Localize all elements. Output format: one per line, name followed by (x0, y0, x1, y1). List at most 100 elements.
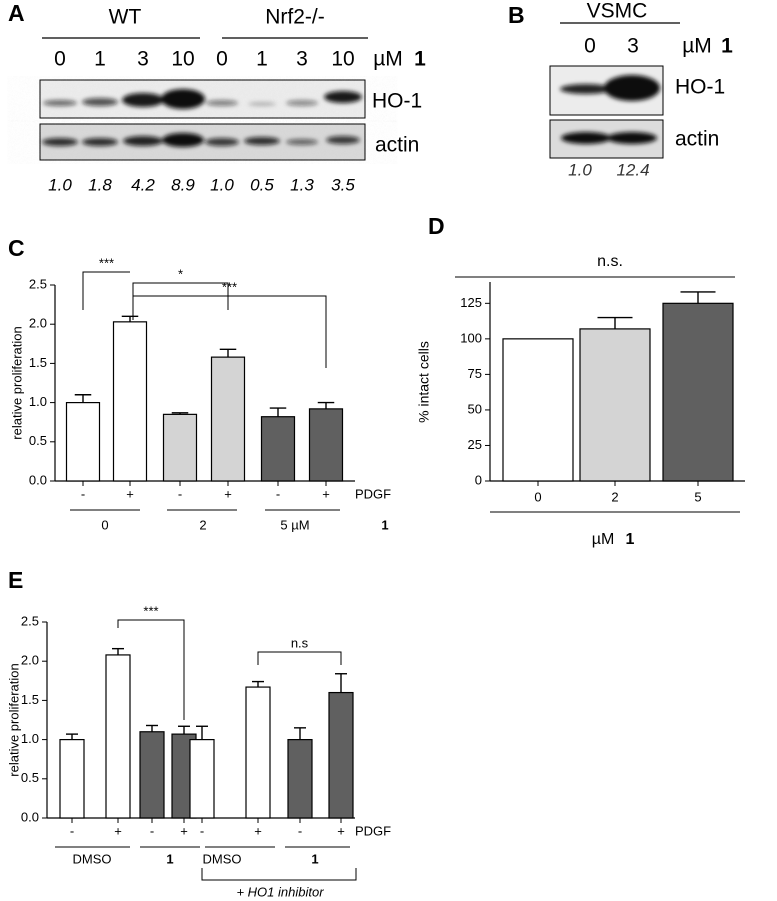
bar (287, 738, 313, 819)
y-tick-label: 100 (460, 330, 482, 345)
error-bar (178, 725, 190, 735)
error-bar (219, 348, 237, 358)
bracket (132, 282, 229, 320)
panel-letter: A (8, 0, 25, 26)
y-tick-label: 125 (460, 295, 482, 310)
y-tick-label: 0 (475, 472, 482, 487)
significance: n.s. (597, 253, 623, 270)
quant: 8.9 (171, 175, 195, 194)
dose: 0 (54, 48, 66, 71)
y-axis-title: relative proliferation (9, 326, 24, 439)
bar (112, 321, 148, 482)
error-bar (121, 315, 139, 322)
x-tick-label: + (254, 823, 262, 838)
quant: 1.0 (210, 175, 234, 194)
x-tick-label: - (81, 486, 85, 501)
group-label: 0 (101, 517, 108, 532)
y-tick-label: 0.0 (21, 809, 39, 824)
compound: 1 (721, 35, 733, 58)
dose: 0 (216, 48, 228, 71)
bar (245, 686, 271, 819)
y-tick-label: 0.5 (29, 433, 47, 448)
panel-letter: B (508, 2, 525, 28)
bands (561, 132, 657, 144)
error-bar (680, 291, 716, 304)
x-tick-label: - (150, 823, 154, 838)
error-bar (317, 401, 335, 409)
x-tick-label: + (224, 486, 232, 501)
x-tick-label: - (70, 823, 74, 838)
x-tick-label: + (180, 823, 188, 838)
quant: 4.2 (131, 175, 155, 194)
bar (308, 408, 344, 482)
group-label: WT (109, 6, 142, 29)
y-tick-label: 0.5 (21, 770, 39, 785)
bar (65, 402, 101, 482)
error-bar (252, 680, 264, 688)
quant: 1.8 (88, 175, 112, 194)
y-tick-label: 0.0 (29, 472, 47, 487)
error-bar (597, 316, 633, 329)
x-tick-label: 2 (611, 489, 618, 504)
panel-letter: C (8, 235, 25, 261)
x-tick-label: - (276, 486, 280, 501)
dose: 3 (627, 35, 639, 58)
compound: 1 (626, 531, 635, 548)
x-tick-label: + (126, 486, 134, 501)
bar (260, 416, 296, 482)
bracket (257, 651, 342, 665)
row-label: PDGF (355, 486, 391, 501)
x-tick-label: + (322, 486, 330, 501)
y-axis-title: relative proliferation (6, 663, 21, 776)
bar (162, 413, 198, 482)
y-tick-label: 2.5 (29, 276, 47, 291)
x-axis-title: µM (592, 531, 615, 548)
error-bar (171, 412, 189, 415)
bracket (117, 619, 185, 720)
error-bar (335, 673, 347, 693)
bar (139, 731, 165, 819)
error-bar (66, 733, 78, 740)
bracket (133, 295, 327, 368)
group-label: 1 (311, 851, 318, 866)
quant: 1.0 (568, 160, 592, 179)
dose: 1 (256, 48, 268, 71)
bar (502, 338, 574, 482)
panel-letter: E (8, 567, 23, 593)
dose: 10 (171, 48, 194, 71)
band-label: actin (675, 128, 719, 151)
y-tick-label: 2.5 (21, 613, 39, 628)
unit: µM (682, 35, 712, 58)
bands (560, 75, 660, 101)
x-tick-label: - (298, 823, 302, 838)
bands (43, 89, 362, 109)
bar (105, 654, 131, 819)
x-tick-label: 5 (694, 489, 701, 504)
y-tick-label: 2.0 (21, 653, 39, 668)
compound: 1 (414, 48, 426, 71)
group-label: 1 (166, 851, 173, 866)
significance: * (178, 266, 183, 281)
bracket (82, 271, 130, 310)
y-tick-label: 2.0 (29, 316, 47, 331)
x-tick-label: + (337, 823, 345, 838)
y-axis-title: % intact cells (416, 341, 432, 423)
significance: *** (143, 603, 158, 618)
bar (189, 738, 215, 819)
y-tick-label: 1.5 (29, 355, 47, 370)
bar (210, 356, 246, 482)
dose: 3 (137, 48, 149, 71)
error-bar (112, 647, 124, 655)
band-label: HO-1 (372, 90, 422, 113)
error-bar (146, 724, 158, 732)
y-tick-label: 1.0 (29, 394, 47, 409)
significance: n.s (291, 635, 309, 650)
bar (579, 328, 651, 482)
bar (662, 302, 734, 482)
band-label: HO-1 (675, 76, 725, 99)
group-label: Nrf2-/- (265, 6, 325, 29)
quant: 0.5 (250, 175, 274, 194)
significance: *** (99, 255, 114, 270)
y-tick-label: 25 (468, 437, 482, 452)
quant: 12.4 (616, 160, 649, 179)
